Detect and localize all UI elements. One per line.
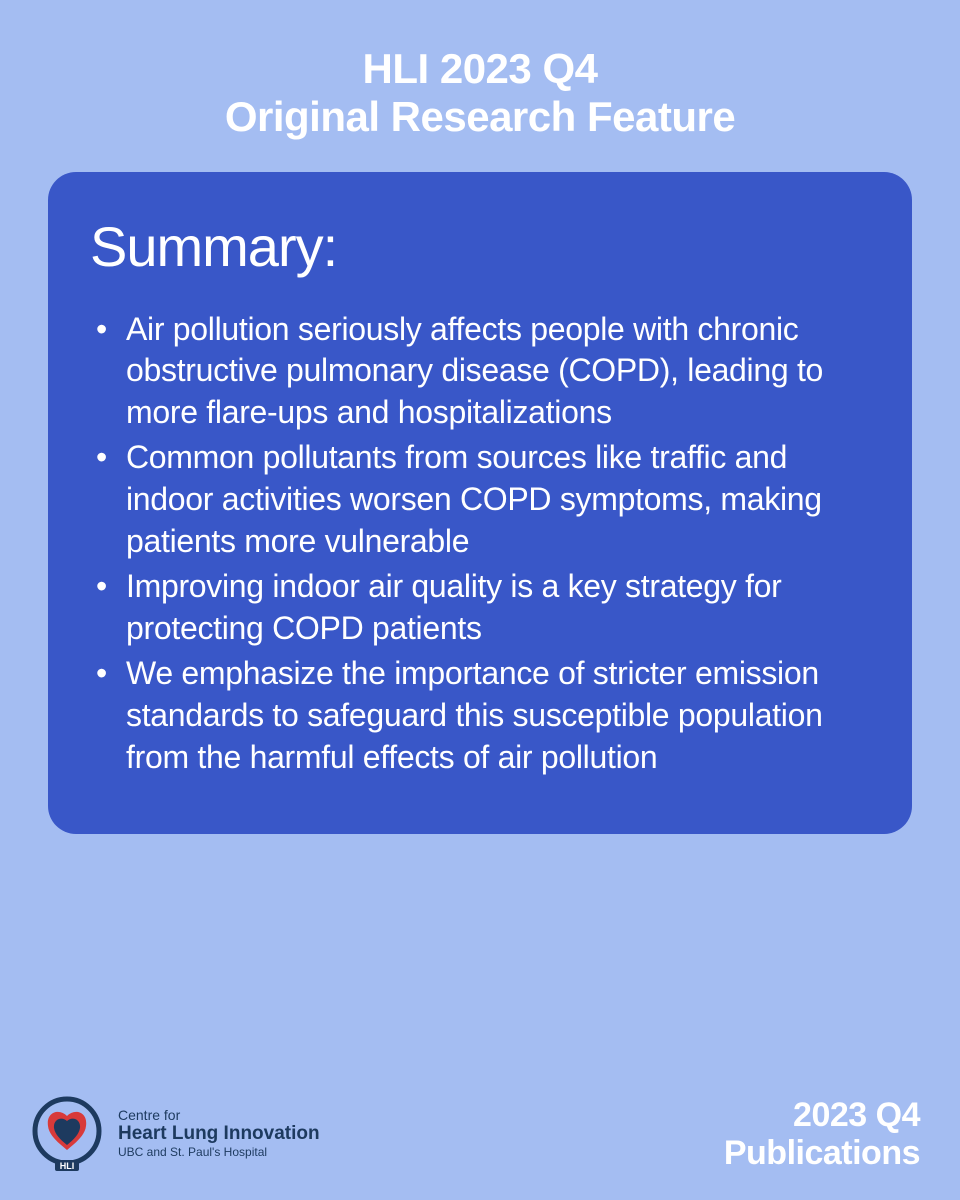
page-title: HLI 2023 Q4 Original Research Feature	[0, 0, 960, 172]
logo-block: HLI Centre for Heart Lung Innovation UBC…	[28, 1094, 320, 1172]
publications-label: 2023 Q4 Publications	[724, 1097, 920, 1172]
title-line-1: HLI 2023 Q4	[40, 45, 920, 93]
summary-bullet: Improving indoor air quality is a key st…	[90, 566, 870, 649]
summary-heading: Summary:	[90, 214, 870, 279]
publications-line-2: Publications	[724, 1135, 920, 1172]
svg-text:HLI: HLI	[60, 1161, 75, 1171]
summary-bullet: We emphasize the importance of stricter …	[90, 653, 870, 778]
summary-bullet: Common pollutants from sources like traf…	[90, 437, 870, 562]
publications-line-1: 2023 Q4	[724, 1097, 920, 1134]
logo-text: Centre for Heart Lung Innovation UBC and…	[118, 1107, 320, 1160]
summary-list: Air pollution seriously affects people w…	[90, 309, 870, 779]
summary-card: Summary: Air pollution seriously affects…	[48, 172, 912, 835]
logo-line-2: Heart Lung Innovation	[118, 1123, 320, 1145]
title-line-2: Original Research Feature	[40, 93, 920, 141]
footer: HLI Centre for Heart Lung Innovation UBC…	[0, 1094, 960, 1172]
logo-line-3: UBC and St. Paul's Hospital	[118, 1146, 320, 1160]
summary-bullet: Air pollution seriously affects people w…	[90, 309, 870, 434]
logo-line-1: Centre for	[118, 1107, 320, 1123]
hli-logo-icon: HLI	[28, 1094, 106, 1172]
